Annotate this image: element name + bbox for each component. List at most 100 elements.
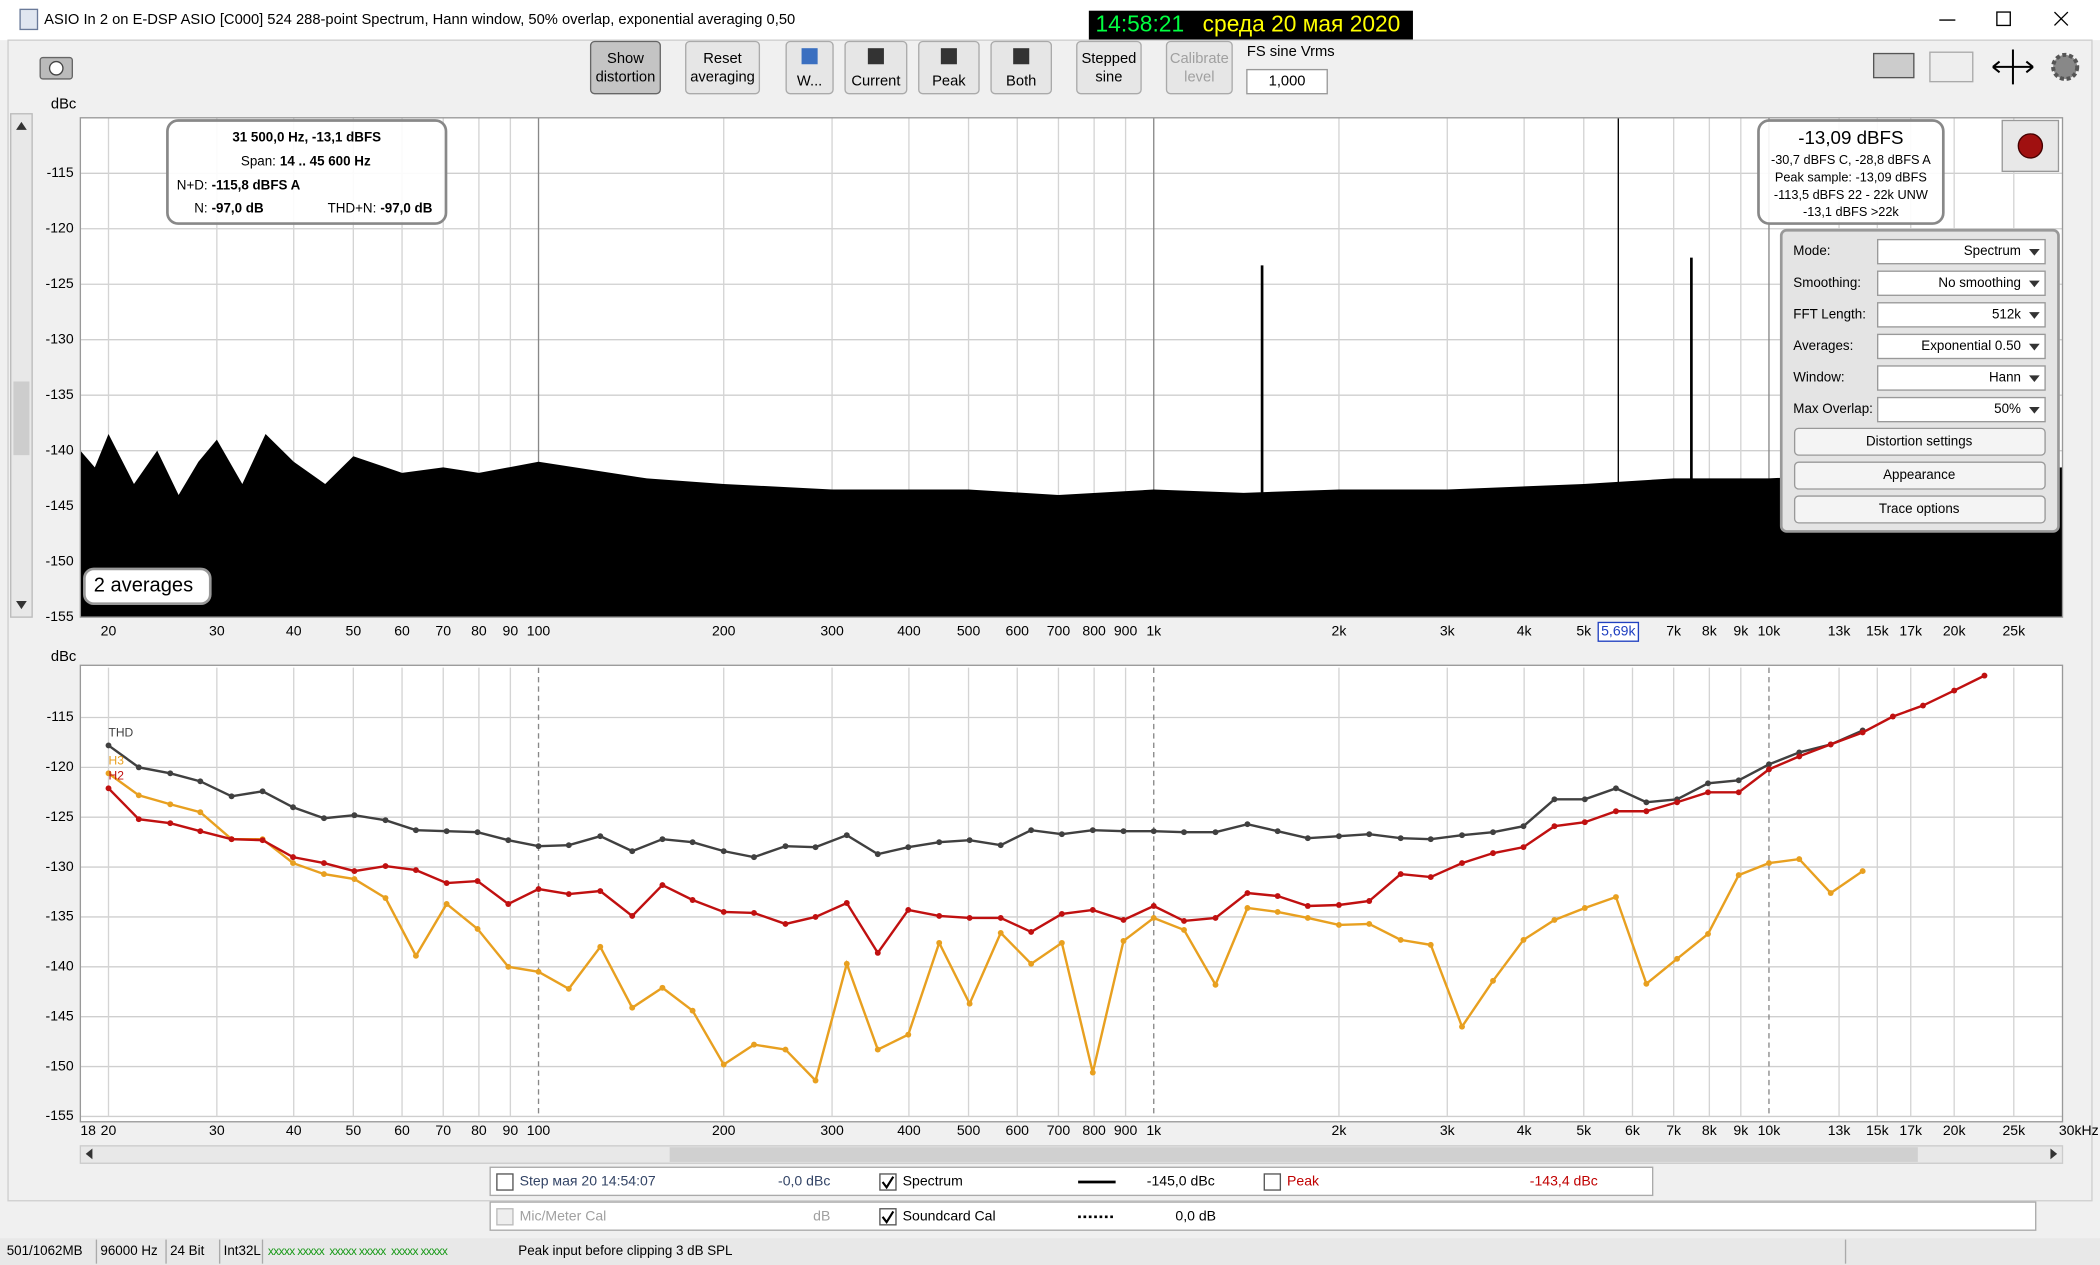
panel-button[interactable] bbox=[1793, 461, 2046, 490]
combo-arrow bbox=[2029, 375, 2040, 383]
series-point bbox=[812, 844, 819, 851]
cursor-label: 5,69k bbox=[1601, 623, 1636, 639]
series-point bbox=[443, 901, 450, 907]
series-point bbox=[689, 897, 696, 903]
level-lines: -30,7 dBFS C, -28,8 dBFS A Peak sample: -… bbox=[1771, 152, 1931, 219]
close-button[interactable] bbox=[2053, 11, 2069, 26]
zoom-button[interactable] bbox=[1992, 49, 2034, 85]
series-point bbox=[1304, 903, 1311, 909]
series-point bbox=[782, 1046, 789, 1053]
series-point bbox=[966, 915, 973, 921]
series-point bbox=[1304, 915, 1311, 921]
toolbar-button[interactable] bbox=[1165, 40, 1233, 95]
settings-button[interactable] bbox=[2051, 52, 2080, 81]
button-icon bbox=[867, 48, 884, 65]
scroll-thumb[interactable] bbox=[669, 1147, 1918, 1162]
x-tick-label: 60 bbox=[394, 1122, 410, 1138]
combo-box[interactable] bbox=[1877, 238, 2046, 265]
checkbox[interactable] bbox=[879, 1173, 897, 1191]
toolbar-button[interactable] bbox=[990, 40, 1053, 95]
checkbox[interactable] bbox=[1263, 1173, 1282, 1191]
series-point bbox=[905, 907, 912, 913]
y-tick-label: -130 bbox=[46, 330, 74, 346]
checkbox[interactable] bbox=[496, 1208, 514, 1226]
y-tick-label: -130 bbox=[46, 858, 74, 874]
series-point bbox=[597, 833, 604, 840]
x-tick-label: 30 bbox=[209, 1122, 225, 1138]
series-point bbox=[1490, 850, 1496, 857]
columns-button[interactable] bbox=[1929, 51, 1974, 83]
x-tick-label: 9k bbox=[1733, 623, 1749, 639]
control-label: Mode: bbox=[1793, 243, 1830, 258]
series-point bbox=[689, 839, 696, 846]
toolbar-button[interactable] bbox=[1076, 40, 1142, 95]
x-tick-label: 500 bbox=[957, 623, 981, 639]
combo-arrow bbox=[2029, 312, 2040, 319]
series-point bbox=[1181, 918, 1187, 924]
series-point bbox=[629, 913, 636, 919]
toolbar-button[interactable] bbox=[844, 40, 908, 95]
scroll-thumb[interactable] bbox=[13, 381, 30, 456]
n-value: -97,0 dB bbox=[212, 200, 264, 215]
series-point bbox=[259, 837, 266, 844]
series-point bbox=[1150, 828, 1157, 835]
series-point bbox=[1705, 930, 1711, 937]
series-point bbox=[1459, 1023, 1465, 1030]
checkbox[interactable] bbox=[496, 1173, 514, 1191]
series-point bbox=[751, 910, 757, 916]
series-point bbox=[228, 793, 235, 800]
toolbar-button[interactable] bbox=[589, 40, 661, 95]
series-point bbox=[966, 837, 973, 844]
combo-box[interactable] bbox=[1877, 270, 2046, 296]
layout-button[interactable] bbox=[1872, 52, 1915, 79]
series-point bbox=[382, 863, 389, 870]
series-point bbox=[290, 804, 296, 811]
series-point bbox=[597, 888, 604, 894]
window-frame bbox=[7, 39, 2093, 1202]
series-point bbox=[228, 836, 235, 843]
series-point bbox=[966, 1000, 973, 1007]
thdn-value: -97,0 dB bbox=[380, 200, 432, 215]
combo-box[interactable] bbox=[1877, 365, 2046, 391]
level-line: -13,1 dBFS >22k bbox=[1803, 204, 1899, 219]
thdn-label: THD+N: bbox=[328, 200, 377, 215]
series-point bbox=[720, 909, 727, 915]
panel-button[interactable] bbox=[1793, 495, 2046, 524]
record-led bbox=[2017, 133, 2044, 159]
panel-button-label: Distortion settings bbox=[1866, 433, 1973, 448]
series-point bbox=[474, 878, 481, 885]
toolbar-button[interactable] bbox=[918, 40, 980, 95]
combo-box[interactable] bbox=[1877, 302, 2046, 328]
combo-value: Hann bbox=[1989, 370, 2021, 385]
series-point bbox=[1551, 823, 1558, 830]
x-tick-label: 3k bbox=[1440, 623, 1456, 639]
panel-button[interactable] bbox=[1793, 427, 2046, 456]
series-point bbox=[843, 832, 850, 839]
maximize-button[interactable] bbox=[1996, 11, 2011, 27]
toolbar-button[interactable] bbox=[685, 40, 761, 95]
x-tick-label: 30 bbox=[209, 623, 225, 639]
clock-date: среда 20 мая 2020 bbox=[1203, 10, 1401, 36]
series-point bbox=[1859, 868, 1866, 875]
series-point bbox=[1889, 713, 1896, 720]
fs-input[interactable] bbox=[1246, 68, 1328, 95]
series-point bbox=[412, 827, 419, 834]
x-tick-label: 600 bbox=[1006, 1122, 1030, 1138]
series-point bbox=[782, 920, 789, 927]
series-point bbox=[1397, 835, 1404, 842]
combo-box[interactable] bbox=[1877, 333, 2046, 360]
vertical-scrollbar[interactable] bbox=[10, 113, 33, 618]
y-tick-label: -140 bbox=[46, 958, 74, 974]
series-point bbox=[1244, 821, 1251, 828]
status-item: Peak input before clipping 3 dB SPL bbox=[518, 1243, 732, 1258]
x-tick-label: 700 bbox=[1047, 623, 1071, 639]
x-tick-label: 17k bbox=[1899, 623, 1923, 639]
cal-value: dB bbox=[813, 1208, 830, 1224]
series-point bbox=[167, 820, 174, 827]
combo-box[interactable] bbox=[1877, 396, 2046, 423]
toolbar-button[interactable] bbox=[785, 40, 834, 95]
series-point bbox=[629, 1004, 636, 1011]
x-tick-label: 600 bbox=[1006, 623, 1030, 639]
checkbox[interactable] bbox=[879, 1208, 897, 1226]
series-point bbox=[751, 854, 757, 861]
